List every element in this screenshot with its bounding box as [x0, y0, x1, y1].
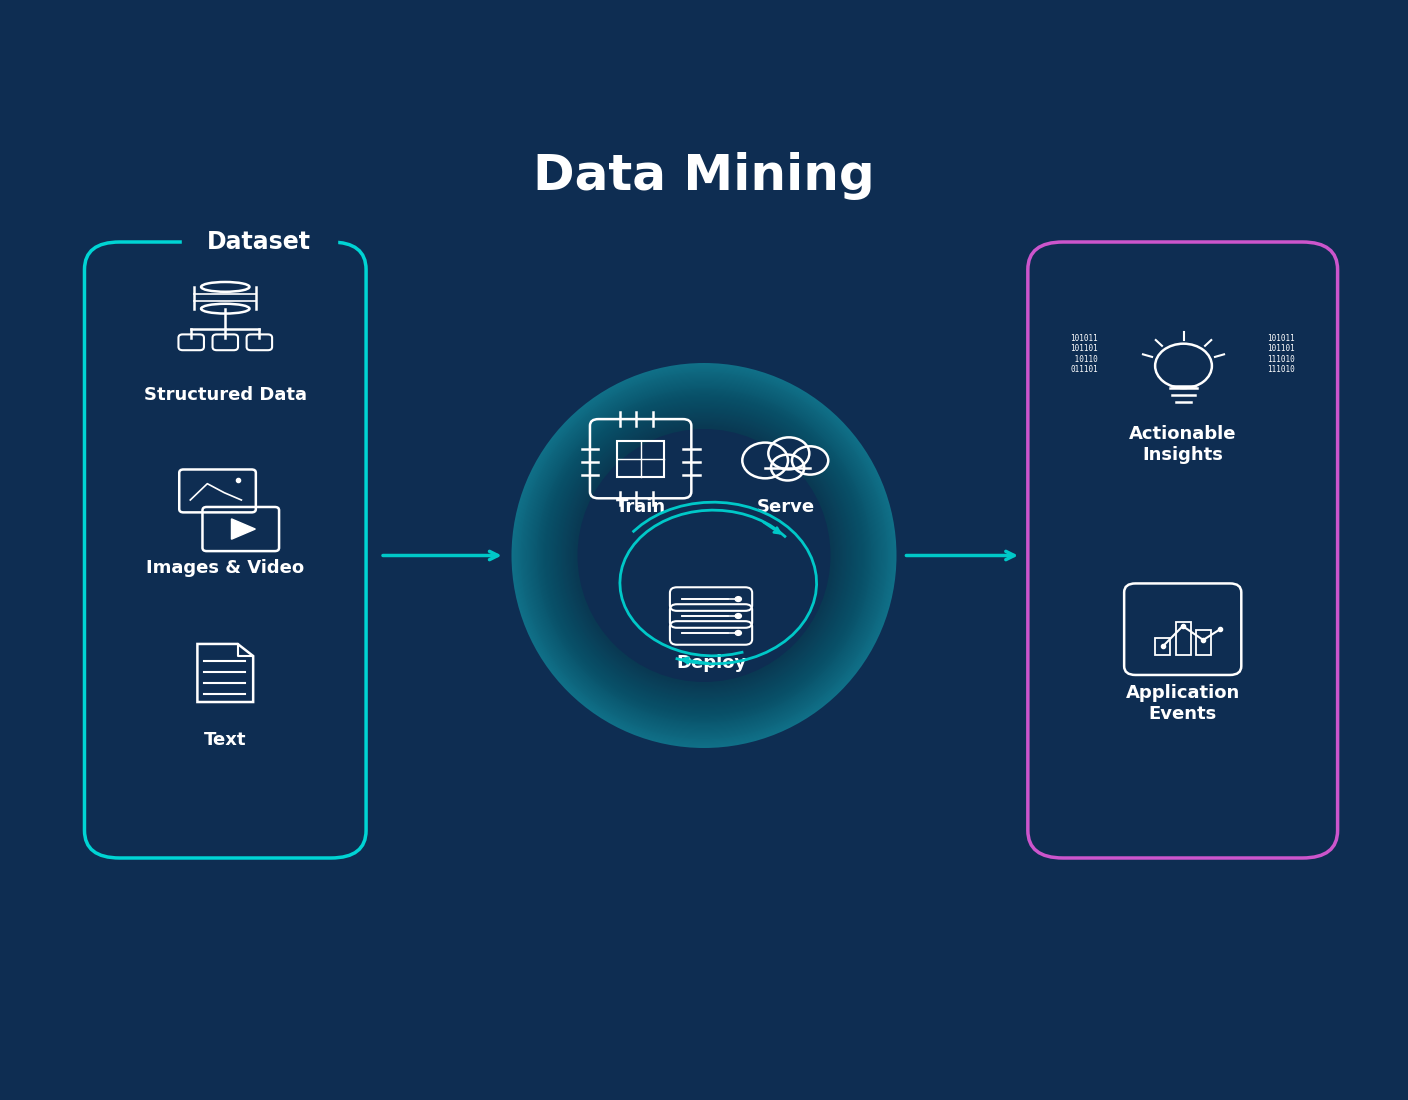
- Ellipse shape: [511, 363, 897, 748]
- Ellipse shape: [521, 373, 887, 738]
- Text: Structured Data: Structured Data: [144, 386, 307, 405]
- Ellipse shape: [536, 388, 872, 723]
- Ellipse shape: [528, 379, 880, 732]
- Ellipse shape: [546, 398, 862, 713]
- Ellipse shape: [563, 415, 845, 696]
- Text: Text: Text: [204, 732, 246, 749]
- Bar: [617, 440, 665, 476]
- Ellipse shape: [573, 425, 835, 686]
- Polygon shape: [231, 519, 255, 539]
- Text: Serve: Serve: [756, 498, 815, 516]
- Text: Images & Video: Images & Video: [146, 559, 304, 576]
- Ellipse shape: [515, 366, 893, 745]
- Text: Deploy: Deploy: [676, 654, 746, 672]
- Text: 101011
101101
111010
111010: 101011 101101 111010 111010: [1267, 334, 1295, 374]
- Text: 101011
101101
 10110
011101: 101011 101101 10110 011101: [1070, 334, 1098, 374]
- Ellipse shape: [567, 419, 841, 692]
- Text: Data Mining: Data Mining: [534, 152, 874, 200]
- Circle shape: [735, 596, 742, 602]
- Ellipse shape: [565, 416, 843, 695]
- Ellipse shape: [566, 417, 842, 694]
- Ellipse shape: [559, 410, 849, 701]
- Circle shape: [735, 614, 742, 618]
- Bar: [1197, 630, 1211, 656]
- Ellipse shape: [556, 407, 852, 704]
- Ellipse shape: [517, 368, 891, 742]
- Ellipse shape: [556, 408, 852, 703]
- Ellipse shape: [515, 367, 893, 744]
- Ellipse shape: [538, 389, 870, 722]
- Ellipse shape: [570, 422, 838, 689]
- Circle shape: [769, 438, 810, 470]
- Ellipse shape: [534, 385, 874, 726]
- Ellipse shape: [541, 392, 867, 719]
- Ellipse shape: [569, 420, 839, 691]
- Ellipse shape: [529, 381, 879, 730]
- Ellipse shape: [542, 394, 866, 717]
- Circle shape: [791, 447, 828, 474]
- Ellipse shape: [514, 365, 894, 746]
- Ellipse shape: [566, 418, 842, 693]
- Ellipse shape: [525, 377, 883, 734]
- Ellipse shape: [535, 386, 873, 725]
- Circle shape: [742, 442, 788, 478]
- Text: Dataset: Dataset: [207, 230, 311, 254]
- Ellipse shape: [546, 397, 862, 714]
- Ellipse shape: [549, 400, 859, 711]
- Ellipse shape: [535, 387, 873, 724]
- Bar: [182, 228, 337, 256]
- Bar: [1176, 621, 1191, 656]
- Ellipse shape: [572, 424, 836, 688]
- Ellipse shape: [521, 372, 887, 739]
- Ellipse shape: [522, 374, 886, 737]
- Ellipse shape: [552, 404, 856, 707]
- Ellipse shape: [513, 364, 895, 747]
- Ellipse shape: [558, 409, 850, 702]
- Ellipse shape: [560, 412, 848, 698]
- Ellipse shape: [527, 378, 881, 733]
- Ellipse shape: [551, 403, 857, 708]
- Bar: [1155, 638, 1170, 656]
- Ellipse shape: [524, 375, 884, 736]
- Ellipse shape: [539, 390, 869, 720]
- Text: Train: Train: [615, 498, 666, 516]
- Ellipse shape: [576, 427, 832, 684]
- Ellipse shape: [560, 411, 848, 700]
- Ellipse shape: [525, 376, 883, 735]
- Ellipse shape: [532, 384, 876, 727]
- Circle shape: [735, 630, 742, 636]
- Ellipse shape: [520, 371, 888, 740]
- Ellipse shape: [570, 421, 838, 690]
- Ellipse shape: [545, 396, 863, 715]
- Ellipse shape: [518, 370, 890, 741]
- Ellipse shape: [543, 395, 865, 716]
- Circle shape: [772, 454, 804, 481]
- Ellipse shape: [574, 426, 834, 685]
- Text: Actionable
Insights: Actionable Insights: [1129, 426, 1236, 464]
- Ellipse shape: [562, 414, 846, 697]
- Ellipse shape: [577, 429, 831, 682]
- Ellipse shape: [555, 406, 853, 705]
- Ellipse shape: [531, 382, 877, 729]
- Ellipse shape: [531, 383, 877, 728]
- Ellipse shape: [548, 399, 860, 712]
- Text: Application
Events: Application Events: [1125, 684, 1240, 723]
- Ellipse shape: [541, 393, 867, 718]
- Ellipse shape: [553, 405, 855, 706]
- Ellipse shape: [551, 402, 857, 710]
- Ellipse shape: [576, 428, 832, 683]
